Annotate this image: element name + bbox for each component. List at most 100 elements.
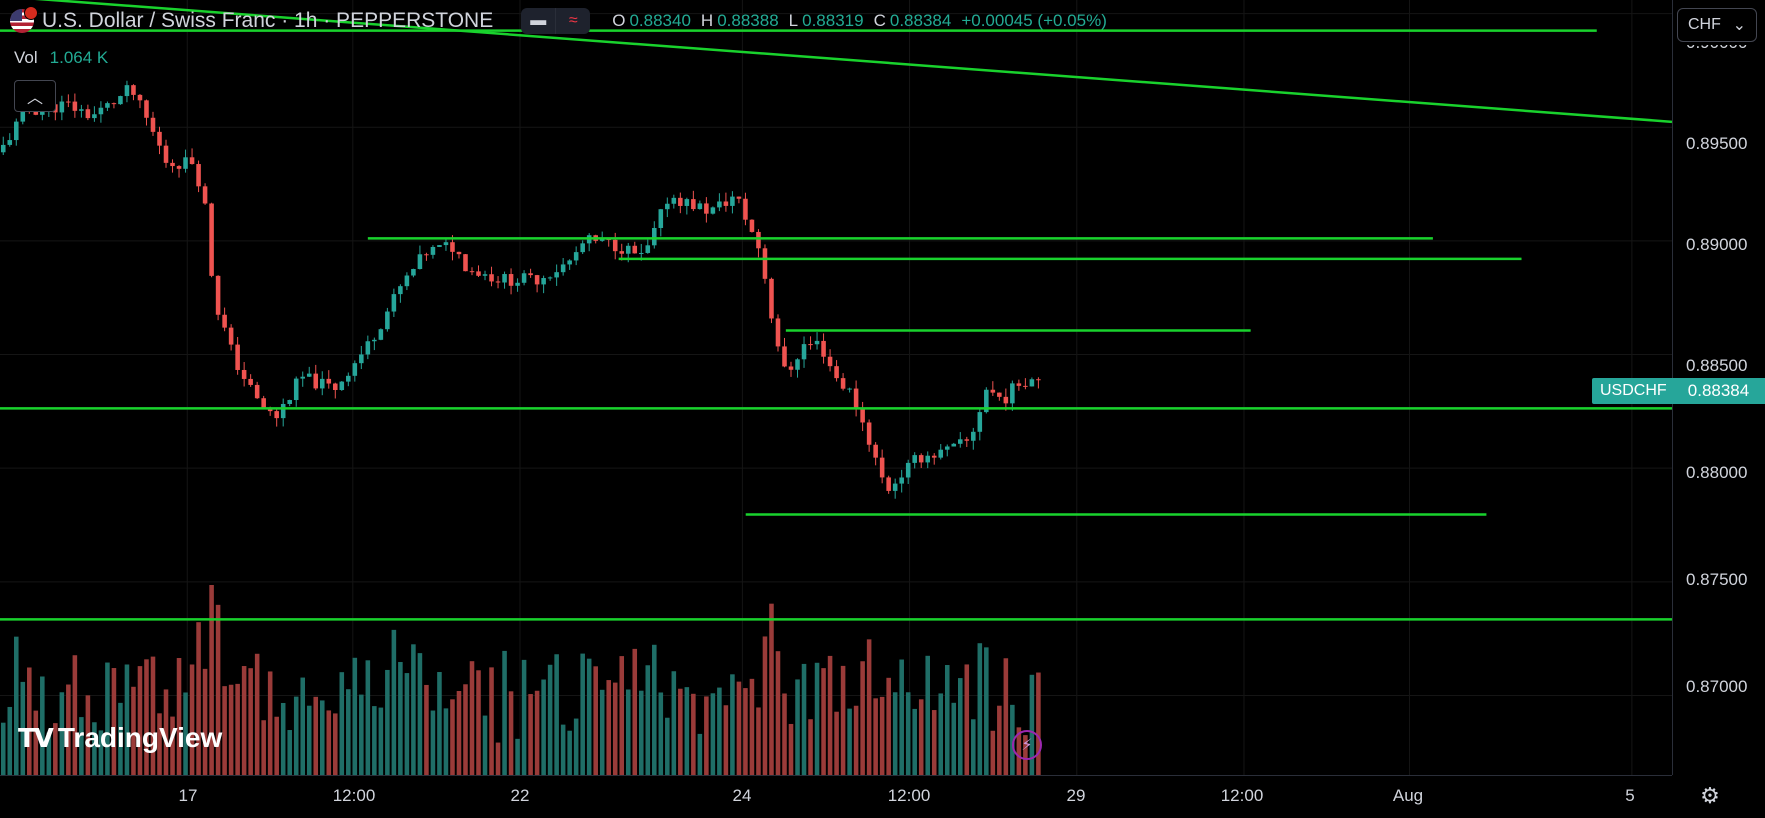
volume-bar-34 <box>222 686 227 775</box>
volume-bar-17 <box>111 668 117 775</box>
volume-bar-145 <box>944 665 950 775</box>
time-label-1: 12:00 <box>332 786 376 805</box>
volume-bar-93 <box>606 680 611 775</box>
candle-body-19 <box>124 85 130 97</box>
volume-bar-78 <box>508 691 514 775</box>
volume-bar-54 <box>352 657 358 775</box>
time-label-2: 22 <box>510 786 530 805</box>
display-toggle-group: ▬ ≈ <box>521 8 591 34</box>
volume-label[interactable]: Vol <box>14 48 38 67</box>
volume-legend: Vol 1.064 K <box>14 48 108 68</box>
currency-selector[interactable]: CHF ⌄ <box>1677 8 1757 42</box>
candle-body-11 <box>72 101 78 111</box>
volume-bar-55 <box>359 694 364 775</box>
volume-bar-68 <box>443 708 449 775</box>
volume-bar-100 <box>652 644 657 775</box>
candle-body-150 <box>977 412 983 432</box>
volume-bar-95 <box>619 656 625 775</box>
volume-bar-62 <box>404 673 410 775</box>
candle-body-47 <box>306 373 312 377</box>
volume-bar-73 <box>476 670 481 775</box>
candle-body-113 <box>736 196 742 199</box>
volume-bar-1 <box>7 706 13 775</box>
tradingview-logo[interactable]: 𝗧𝗩 TradingView <box>18 722 222 754</box>
volume-bar-64 <box>417 653 423 775</box>
price-chart[interactable] <box>0 0 1672 775</box>
chart-area[interactable]: U.S. Dollar / Swiss Franc · 1h · PEPPERS… <box>0 0 1672 775</box>
volume-bar-119 <box>775 651 781 775</box>
candle-body-10 <box>66 101 71 103</box>
symbol-title[interactable]: U.S. Dollar / Swiss Franc · 1h · PEPPERS… <box>42 9 494 32</box>
candle-body-66 <box>430 246 436 255</box>
volume-bar-53 <box>346 689 351 775</box>
candle-body-133 <box>866 422 872 445</box>
candle-body-1 <box>7 140 13 145</box>
candle-body-78 <box>508 274 514 286</box>
volume-bar-75 <box>489 667 494 775</box>
candle-body-49 <box>319 378 325 389</box>
candle-body-79 <box>515 282 520 286</box>
volume-bar-98 <box>638 690 644 775</box>
candle-body-72 <box>469 271 475 273</box>
volume-bar-56 <box>365 660 371 775</box>
candle-body-126 <box>821 340 826 357</box>
volume-bar-40 <box>261 720 266 775</box>
volume-bar-80 <box>521 659 527 775</box>
volume-bar-107 <box>697 733 703 775</box>
candle-body-28 <box>183 157 188 169</box>
volume-bar-132 <box>860 661 865 775</box>
candle-body-14 <box>92 114 97 119</box>
candle-body-42 <box>274 411 279 419</box>
volume-bar-125 <box>814 662 820 775</box>
candle-body-12 <box>79 109 84 111</box>
candle-body-31 <box>202 186 208 204</box>
volume-bar-103 <box>671 671 677 775</box>
candle-body-26 <box>170 162 175 167</box>
candle-body-34 <box>222 314 227 328</box>
last-price-tag: 0.88384 <box>1672 378 1765 404</box>
minus-icon[interactable]: ▬ <box>521 8 556 34</box>
volume-bar-96 <box>625 689 631 775</box>
volume-bar-60 <box>391 629 397 775</box>
volume-bar-99 <box>645 665 651 775</box>
volume-bar-84 <box>547 664 553 775</box>
lightning-icon[interactable]: ⚡ <box>1012 730 1042 760</box>
volume-bar-150 <box>977 643 983 775</box>
candle-body-157 <box>1023 385 1028 387</box>
volume-bar-134 <box>873 698 878 775</box>
gear-icon[interactable]: ⚙ <box>1700 783 1720 808</box>
candle-body-131 <box>853 388 859 409</box>
volume-bar-121 <box>788 723 794 775</box>
candle-body-0 <box>0 144 6 153</box>
candle-body-2 <box>13 121 19 141</box>
volume-bar-138 <box>899 659 904 775</box>
volume-bar-67 <box>437 672 442 775</box>
candle-body-61 <box>398 286 403 295</box>
price-label-5: 0.87000 <box>1686 677 1748 696</box>
candle-body-44 <box>287 400 292 404</box>
candle-body-109 <box>710 207 716 214</box>
volume-bar-65 <box>424 684 429 775</box>
volume-bar-61 <box>398 662 403 775</box>
volume-bar-8 <box>53 723 58 775</box>
collapse-legend-button[interactable]: ︿ <box>14 80 56 112</box>
volume-bar-128 <box>834 711 839 775</box>
candle-body-29 <box>189 157 195 165</box>
volume-bar-2 <box>13 636 19 775</box>
candle-body-76 <box>495 281 501 283</box>
candle-body-123 <box>801 344 807 360</box>
volume-bar-151 <box>984 647 989 775</box>
candle-body-54 <box>352 363 358 376</box>
candle-body-48 <box>313 373 319 389</box>
volume-bar-30 <box>196 622 201 775</box>
chart-header: U.S. Dollar / Swiss Franc · 1h · PEPPERS… <box>10 6 1107 34</box>
volume-bar-66 <box>430 710 436 775</box>
volume-bar-102 <box>665 717 670 775</box>
candle-body-121 <box>788 366 794 370</box>
tradingview-logo-icon: 𝗧𝗩 <box>18 722 54 753</box>
volume-bar-136 <box>886 677 891 775</box>
wave-icon[interactable]: ≈ <box>555 8 591 34</box>
time-axis[interactable]: 17 12:00 22 24 12:00 29 12:00 Aug 5 <box>0 775 1672 818</box>
candle-body-50 <box>326 378 332 384</box>
volume-bar-115 <box>749 678 755 775</box>
